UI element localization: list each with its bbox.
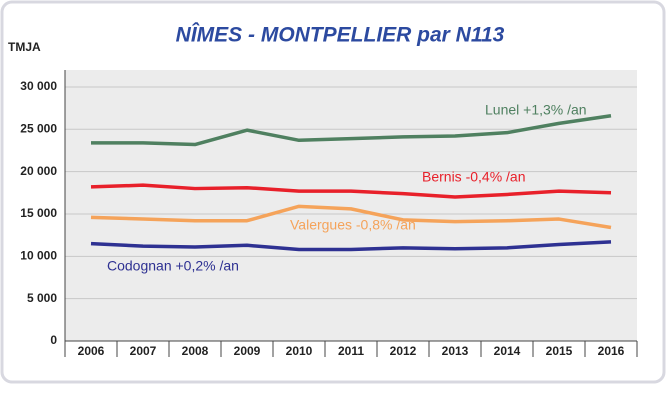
y-tick-label: 25 000 (20, 121, 57, 135)
series-label: Bernis -0,4% /an (422, 169, 526, 185)
y-axis-label: TMJA (8, 40, 41, 54)
series-line (90, 240, 612, 252)
x-tick-label: 2006 (78, 344, 105, 358)
plot-area (65, 70, 637, 341)
y-tick-label: 5 000 (27, 291, 57, 305)
series-label: Valergues -0,8% /an (290, 217, 416, 233)
chart-title: NÎMES - MONTPELLIER par N113 (176, 23, 505, 47)
y-tick-label: 30 000 (20, 79, 57, 93)
x-tick-label: 2016 (598, 344, 625, 358)
series-line (90, 183, 612, 199)
y-tick-label: 20 000 (20, 164, 57, 178)
x-tick-label: 2013 (442, 344, 469, 358)
y-tick-label: 10 000 (20, 248, 57, 262)
x-tick-label: 2014 (494, 344, 521, 358)
series-label: Codognan +0,2% /an (107, 258, 239, 274)
series-line (91, 113, 612, 147)
x-tick-label: 2012 (390, 344, 417, 358)
x-tick-label: 2009 (234, 344, 261, 358)
x-tick-label: 2011 (338, 344, 364, 358)
y-tick-label: 15 000 (20, 206, 57, 220)
x-tick-label: 2008 (182, 344, 209, 358)
x-tick-label: 2007 (130, 344, 157, 358)
y-tick-label: 0 (50, 333, 57, 347)
series-line (90, 204, 612, 230)
x-tick-label: 2015 (546, 344, 573, 358)
series-label: Lunel +1,3% /an (485, 102, 587, 118)
x-tick-label: 2010 (286, 344, 313, 358)
